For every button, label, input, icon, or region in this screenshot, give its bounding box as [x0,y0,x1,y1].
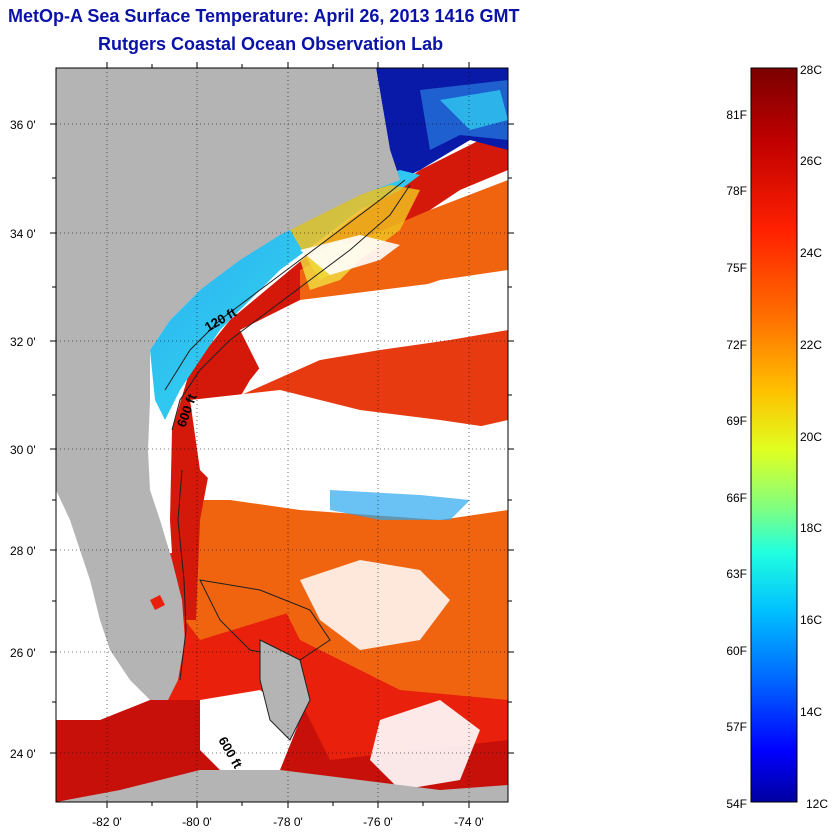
contour-120ft [164,179,406,391]
fahrenheit-label: 69F [726,414,747,428]
lon-label: -82 0' [92,815,122,829]
axis-ticks [50,62,514,808]
lat-label: 28 0' [10,544,36,558]
lat-label: 26 0' [10,646,36,660]
cloud-patches [240,270,508,370]
celsius-label: 12C [806,797,828,811]
fahrenheit-label: 54F [726,797,747,811]
map-subtitle: Rutgers Coastal Ocean Observation Lab [98,34,444,54]
map-title: MetOp-A Sea Surface Temperature: April 2… [8,6,520,26]
longitude-labels: -82 0' -80 0' -78 0' -76 0' -74 0' [92,815,484,829]
fahrenheit-label: 66F [726,491,747,505]
map-frame [55,67,509,803]
cuba [56,770,508,802]
lon-label: -76 0' [363,815,393,829]
celsius-label: 18C [800,521,822,535]
map-panel [56,68,508,802]
colorbar-fahrenheit-labels: 81F 78F 75F 72F 69F 66F 63F 60F 57F 54F [726,108,747,811]
celsius-label: 24C [800,246,822,260]
gulf-stream [170,130,508,620]
lat-label: 36 0' [10,118,36,132]
lat-label: 34 0' [10,227,36,241]
fahrenheit-label: 57F [726,720,747,734]
fahrenheit-label: 63F [726,567,747,581]
celsius-label: 20C [800,430,822,444]
celsius-label: 26C [800,154,822,168]
celsius-label: 22C [800,338,822,352]
bahamas-bank [199,579,331,661]
grid-lines [56,68,508,802]
fahrenheit-label: 60F [726,644,747,658]
fahrenheit-label: 78F [726,184,747,198]
colorbar [750,67,798,803]
lat-label: 30 0' [10,443,36,457]
latitude-labels: 36 0' 34 0' 32 0' 30 0' 28 0' 26 0' 24 0… [10,118,36,761]
colorbar-celsius-labels: 28C 26C 24C 22C 20C 18C 16C 14C 12C [800,63,828,811]
celsius-label: 14C [800,705,822,719]
lon-label: -74 0' [454,815,484,829]
fahrenheit-label: 81F [726,108,747,122]
celsius-label: 16C [800,613,822,627]
lat-label: 24 0' [10,747,36,761]
celsius-label: 28C [800,63,822,77]
land-mass [56,68,400,700]
lat-label: 32 0' [10,335,36,349]
fahrenheit-label: 75F [726,261,747,275]
lon-label: -80 0' [182,815,212,829]
fahrenheit-label: 72F [726,338,747,352]
lon-label: -78 0' [273,815,303,829]
contour-600ft [171,184,411,431]
